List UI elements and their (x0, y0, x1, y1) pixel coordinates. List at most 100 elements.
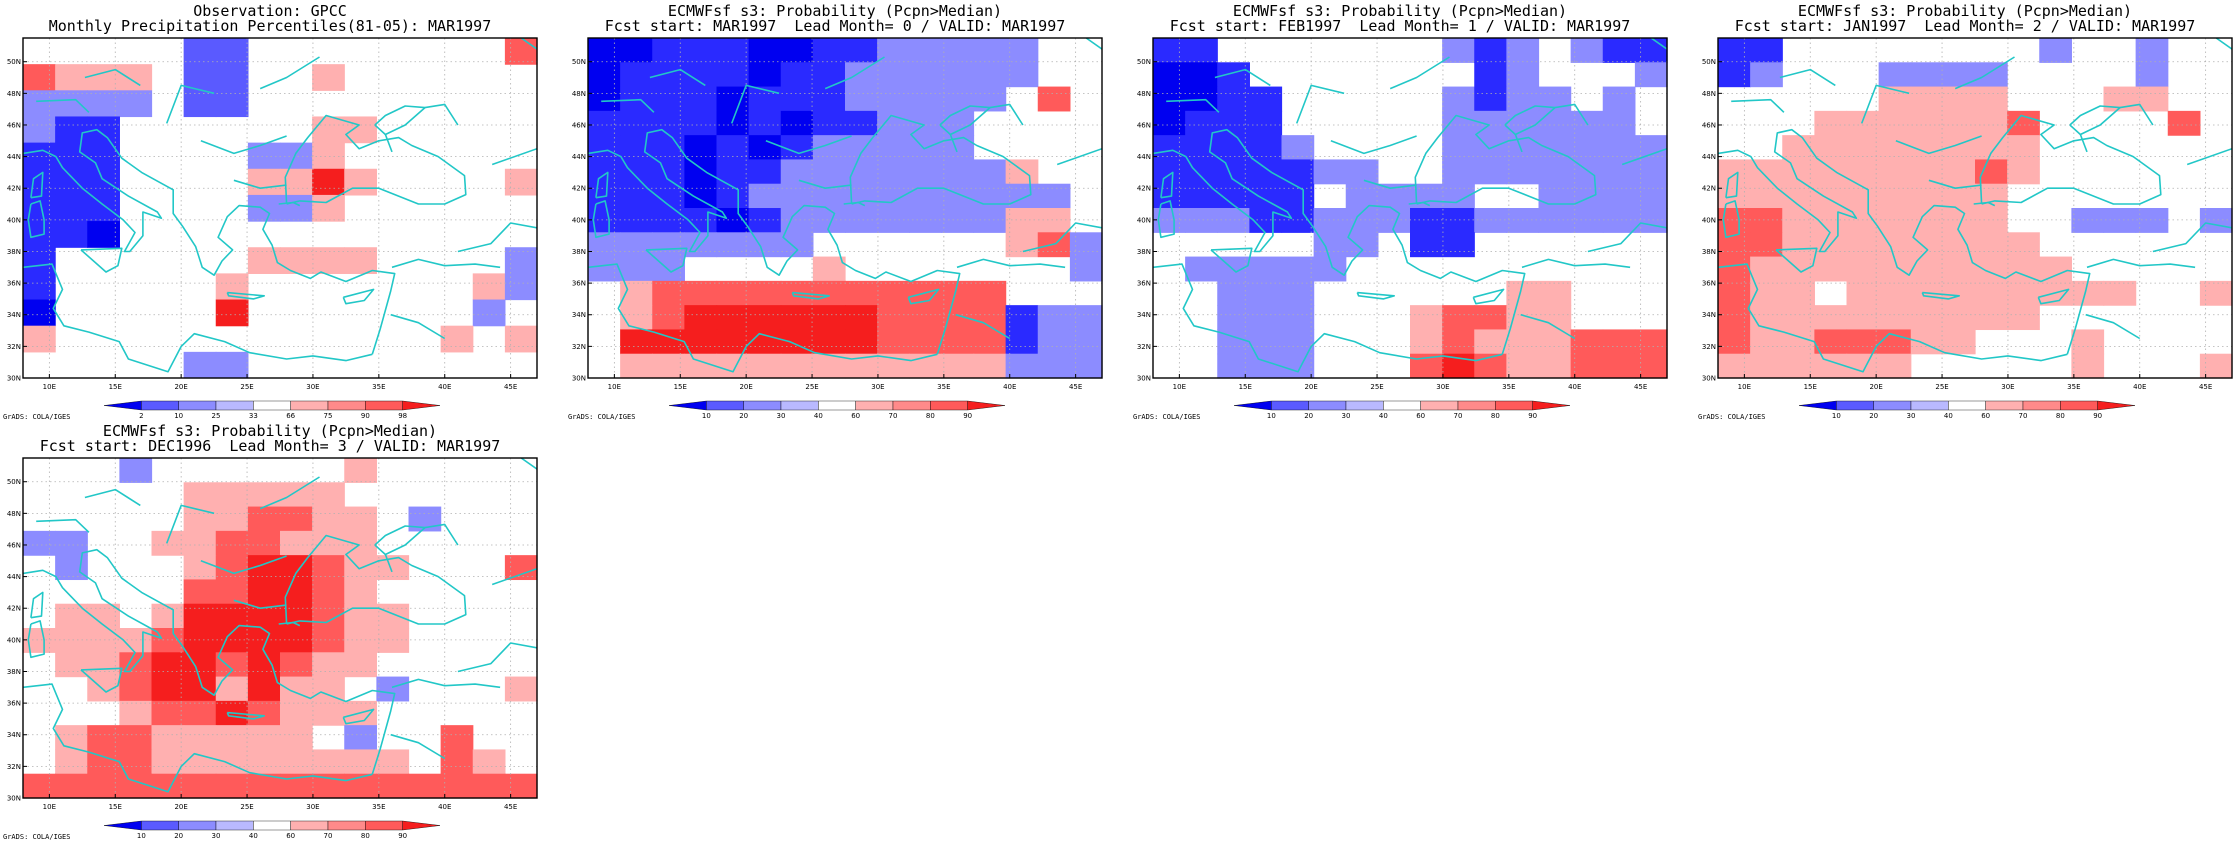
colorbar-label: 10 (1267, 412, 1276, 420)
lat-tick-label: 40N (1702, 216, 1716, 224)
grid-cell (748, 280, 782, 306)
coastline (390, 313, 446, 340)
coastline (1954, 56, 2015, 90)
colorbar-segment (967, 400, 1006, 411)
colorbar-label: 80 (926, 412, 935, 420)
grid-cell (2007, 232, 2040, 258)
grid-cell (973, 280, 1007, 306)
colorbar-label: 90 (963, 412, 972, 420)
grid-cell (1217, 353, 1250, 379)
grid-cell (1942, 280, 1976, 306)
grid-cell (151, 700, 185, 726)
grid-cell (812, 329, 846, 355)
lat-tick-label: 36N (7, 700, 21, 708)
grid-cell (812, 305, 846, 331)
coastline (1718, 263, 2068, 373)
grid-cell (344, 725, 377, 751)
panel-forecast-lead1: ECMWFsf s3: Probability (Pcpn>Median) Fc… (1130, 0, 1670, 421)
grid-cell (1910, 305, 1944, 331)
grid-cell (23, 168, 56, 196)
grid-cell (1814, 305, 1848, 331)
lon-tick-label: 30E (306, 383, 319, 391)
coastline (588, 128, 961, 355)
grid-cell (652, 208, 685, 233)
colorbar-label: 90 (398, 832, 407, 840)
grid-cell (215, 725, 249, 751)
lat-tick-label: 34N (7, 311, 21, 319)
grid-cell (1878, 329, 1912, 355)
coastline (955, 313, 1011, 340)
colorbar-segment (1383, 400, 1421, 411)
coastline (1779, 68, 1836, 87)
lon-tick-label: 15E (674, 383, 687, 391)
grid-cell (119, 628, 153, 653)
grid-cell (652, 305, 685, 331)
grid-cell (1750, 329, 1783, 355)
panel-title-line2: Monthly Precipitation Percentiles(81-05)… (48, 17, 492, 35)
grid-cell (1782, 353, 1815, 379)
coastline (798, 179, 852, 189)
grid-cell (1570, 353, 1604, 379)
coastline (649, 68, 706, 87)
grid-cell (344, 628, 377, 653)
grid-cell (55, 64, 88, 91)
colorbar-segment (1836, 400, 1874, 411)
lon-tick-label: 35E (372, 803, 385, 811)
grid-cell (1910, 135, 1944, 161)
panel-title-line1: Observation: GPCC (193, 2, 347, 20)
coastline (23, 548, 396, 775)
grid-cell (1975, 305, 2008, 331)
grid-cell (1442, 305, 1475, 331)
grid-cell (1249, 329, 1283, 355)
grid-cell (2007, 135, 2040, 161)
grid-cell (1942, 86, 1976, 112)
coastline (200, 555, 287, 575)
grid-cell (1249, 280, 1283, 306)
grid-cell (748, 329, 782, 355)
lat-tick-label: 44N (1702, 153, 1716, 161)
grid-cell (1975, 280, 2008, 306)
grid-cell (1442, 232, 1475, 258)
grid-cell (1910, 86, 1944, 112)
colorbar-segment (290, 820, 329, 831)
grid-cell (55, 555, 88, 581)
grid-cell (215, 506, 249, 532)
lon-tick-label: 30E (306, 803, 319, 811)
coastline (1295, 84, 1345, 124)
map-frame (22, 457, 538, 799)
colorbar-segment (215, 820, 254, 831)
grid-cell (87, 194, 120, 222)
panel-forecast-lead2: ECMWFsf s3: Probability (Pcpn>Median) Fc… (1695, 0, 2235, 421)
grid-cell (215, 64, 249, 91)
grid-cell (1217, 110, 1250, 136)
grid-cell (280, 506, 313, 532)
grid-cell (280, 194, 313, 222)
grid-cell (1506, 159, 1540, 185)
lat-tick-label: 44N (7, 573, 21, 581)
lat-tick-label: 50N (572, 58, 586, 66)
grid-cell (941, 38, 975, 63)
grid-cell (1538, 110, 1572, 136)
grid-cell (1878, 62, 1912, 88)
grid-cell (588, 62, 621, 88)
grid-cell (23, 273, 56, 301)
grid-cell (1782, 208, 1815, 233)
coastline (342, 708, 375, 725)
colorbar-label: 25 (212, 412, 221, 420)
colorbar-label: 30 (1342, 412, 1351, 420)
grid-cell (151, 676, 185, 702)
lon-tick-label: 25E (240, 383, 253, 391)
lon-tick-label: 10E (43, 803, 56, 811)
grid-cell (2071, 329, 2105, 355)
lon-tick-label: 40E (1003, 383, 1016, 391)
grid-cell (215, 38, 249, 65)
grid-cell (1474, 208, 1507, 233)
grid-cell (716, 232, 750, 258)
colorbar-segment (402, 820, 441, 831)
grid-cell (280, 700, 313, 726)
coastline (1363, 179, 1417, 189)
grid-cell (1506, 208, 1540, 233)
colorbar-label: 75 (324, 412, 333, 420)
coastline (949, 134, 958, 153)
grid-cell (1814, 159, 1848, 185)
